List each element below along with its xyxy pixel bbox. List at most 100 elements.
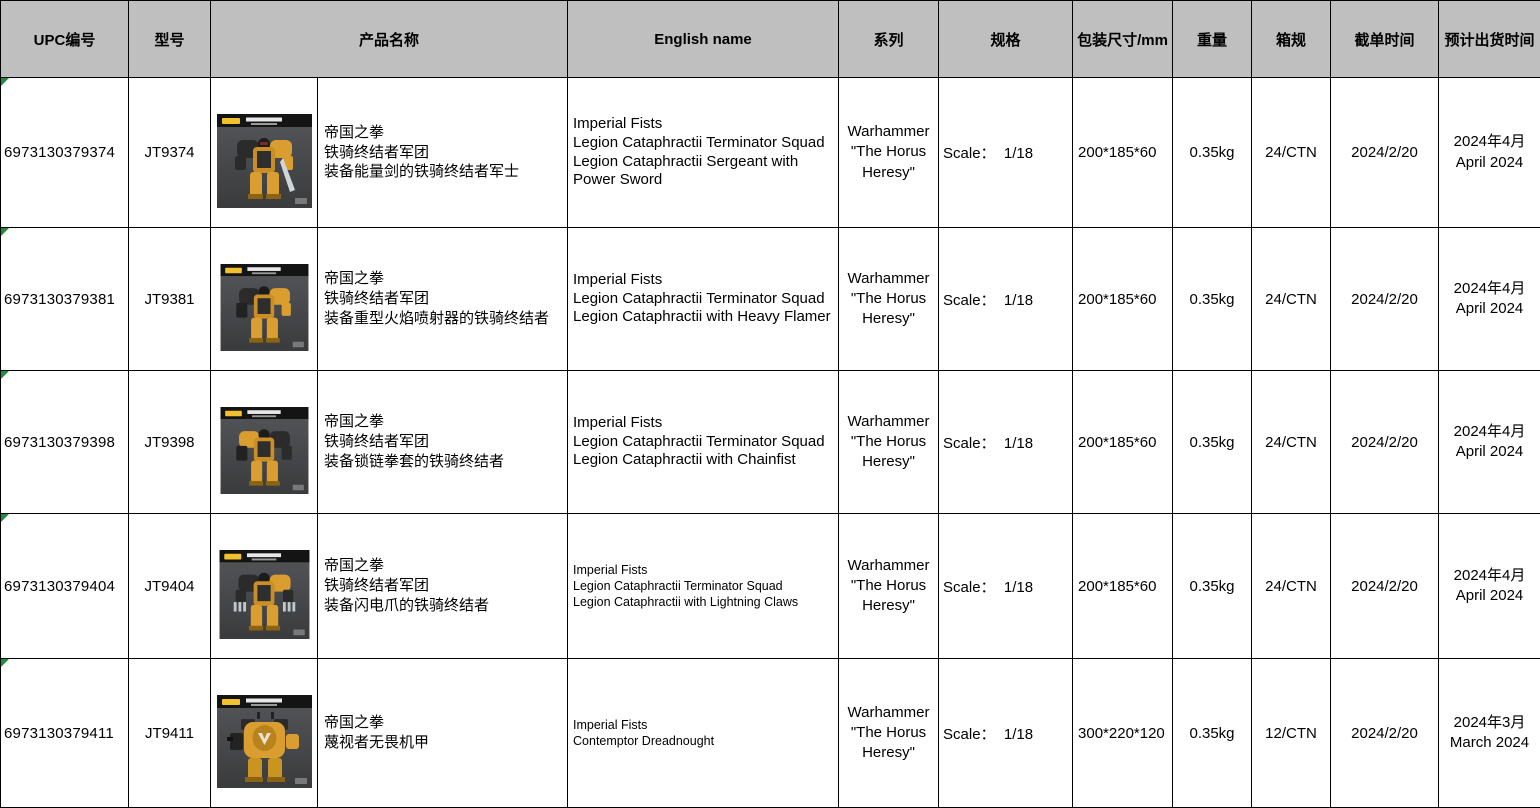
cell-carton[interactable]: 24/CTN [1252, 514, 1331, 659]
cell-etd[interactable]: 2024年4月 April 2024 [1439, 514, 1540, 659]
cell-upc[interactable]: 6973130379404 [1, 514, 129, 659]
upc-value: 6973130379374 [4, 144, 115, 161]
cell-series[interactable]: Warhammer "The Horus Heresy" [839, 371, 939, 514]
header-english-name[interactable]: English name [568, 1, 839, 78]
upc-value: 6973130379398 [4, 434, 115, 451]
cell-name-cn[interactable]: 帝国之拳 蔑视者无畏机甲 [318, 659, 568, 808]
cell-series[interactable]: Warhammer "The Horus Heresy" [839, 514, 939, 659]
table-row: 6973130379398 JT9398 帝国之拳 铁骑终结者军团 装备锁链拳套… [1, 371, 1540, 514]
cell-package-size[interactable]: 300*220*120 [1073, 659, 1173, 808]
header-series[interactable]: 系列 [839, 1, 939, 78]
cell-product-image[interactable] [211, 514, 318, 659]
cell-carton[interactable]: 12/CTN [1252, 659, 1331, 808]
cell-etd[interactable]: 2024年4月 April 2024 [1439, 228, 1540, 371]
header-weight[interactable]: 重量 [1173, 1, 1252, 78]
cell-cutoff[interactable]: 2024/2/20 [1331, 371, 1439, 514]
header-upc[interactable]: UPC编号 [1, 1, 129, 78]
error-indicator-triangle [1, 514, 9, 522]
cell-model[interactable]: JT9381 [129, 228, 211, 371]
cell-name-en[interactable]: Imperial Fists Legion Cataphractii Termi… [568, 228, 839, 371]
error-indicator-triangle [1, 371, 9, 379]
cell-upc[interactable]: 6973130379398 [1, 371, 129, 514]
joytoy-badge-icon [225, 268, 242, 274]
cell-upc[interactable]: 6973130379411 [1, 659, 129, 808]
cell-name-cn[interactable]: 帝国之拳 铁骑终结者军团 装备锁链拳套的铁骑终结者 [318, 371, 568, 514]
cell-name-en[interactable]: Imperial Fists Legion Cataphractii Termi… [568, 78, 839, 228]
cell-upc[interactable]: 6973130379381 [1, 228, 129, 371]
cell-spec[interactable]: Scale： 1/18 [939, 514, 1073, 659]
cell-cutoff[interactable]: 2024/2/20 [1331, 228, 1439, 371]
cell-weight[interactable]: 0.35kg [1173, 78, 1252, 228]
header-product-name[interactable]: 产品名称 [211, 1, 568, 78]
header-model[interactable]: 型号 [129, 1, 211, 78]
cell-product-image[interactable] [211, 78, 318, 228]
cell-etd[interactable]: 2024年3月 March 2024 [1439, 659, 1540, 808]
cell-model[interactable]: JT9404 [129, 514, 211, 659]
cell-product-image[interactable] [211, 371, 318, 514]
cell-model[interactable]: JT9374 [129, 78, 211, 228]
cell-spec[interactable]: Scale： 1/18 [939, 659, 1073, 808]
power-fist [286, 734, 299, 749]
cell-carton[interactable]: 24/CTN [1252, 371, 1331, 514]
cell-cutoff[interactable]: 2024/2/20 [1331, 78, 1439, 228]
product-image [217, 550, 312, 639]
cell-name-cn[interactable]: 帝国之拳 铁骑终结者军团 装备闪电爪的铁骑终结者 [318, 514, 568, 659]
table-row: 6973130379411 JT9411 [1, 659, 1540, 808]
error-indicator-triangle [1, 78, 9, 86]
table-row: 6973130379381 JT9381 帝国之拳 铁骑终结者军团 装备重型火焰… [1, 228, 1540, 371]
cell-model[interactable]: JT9411 [129, 659, 211, 808]
cell-series[interactable]: Warhammer "The Horus Heresy" [839, 659, 939, 808]
cell-spec[interactable]: Scale： 1/18 [939, 371, 1073, 514]
cell-name-cn[interactable]: 帝国之拳 铁骑终结者军团 装备能量剑的铁骑终结者军士 [318, 78, 568, 228]
cell-name-en[interactable]: Imperial Fists Contemptor Dreadnought [568, 659, 839, 808]
cell-spec[interactable]: Scale： 1/18 [939, 78, 1073, 228]
cell-weight[interactable]: 0.35kg [1173, 371, 1252, 514]
header-spec[interactable]: 规格 [939, 1, 1073, 78]
watermark-logo-icon [292, 342, 303, 348]
product-image [217, 114, 312, 208]
header-carton[interactable]: 箱规 [1252, 1, 1331, 78]
cell-package-size[interactable]: 200*185*60 [1073, 228, 1173, 371]
upc-value: 6973130379404 [4, 578, 115, 595]
upc-value: 6973130379411 [4, 725, 114, 742]
header-cutoff[interactable]: 截单时间 [1331, 1, 1439, 78]
cell-product-image[interactable] [211, 228, 318, 371]
cell-etd[interactable]: 2024年4月 April 2024 [1439, 371, 1540, 514]
cell-spec[interactable]: Scale： 1/18 [939, 228, 1073, 371]
joytoy-badge-icon [222, 699, 240, 705]
watermark-logo-icon [292, 485, 303, 491]
cell-cutoff[interactable]: 2024/2/20 [1331, 659, 1439, 808]
table-row: 6973130379404 JT9404 [1, 514, 1540, 659]
cell-carton[interactable]: 24/CTN [1252, 78, 1331, 228]
table-row: 6973130379374 JT9374 帝国之 [1, 78, 1540, 228]
cell-cutoff[interactable]: 2024/2/20 [1331, 514, 1439, 659]
assault-cannon [230, 733, 243, 750]
cell-product-image[interactable] [211, 659, 318, 808]
joytoy-badge-icon [225, 411, 242, 417]
cell-series[interactable]: Warhammer "The Horus Heresy" [839, 78, 939, 228]
watermark-logo-icon [295, 778, 307, 784]
cell-package-size[interactable]: 200*185*60 [1073, 371, 1173, 514]
product-image [217, 695, 312, 788]
header-package-size[interactable]: 包装尺寸/mm [1073, 1, 1173, 78]
cell-carton[interactable]: 24/CTN [1252, 228, 1331, 371]
watermark-logo-icon [293, 630, 304, 636]
product-image [217, 407, 312, 494]
cell-name-en[interactable]: Imperial Fists Legion Cataphractii Termi… [568, 514, 839, 659]
cell-weight[interactable]: 0.35kg [1173, 514, 1252, 659]
header-etd[interactable]: 预计出货时间 [1439, 1, 1540, 78]
cell-weight[interactable]: 0.35kg [1173, 659, 1252, 808]
cell-package-size[interactable]: 200*185*60 [1073, 514, 1173, 659]
joytoy-badge-icon [222, 118, 240, 124]
cell-weight[interactable]: 0.35kg [1173, 228, 1252, 371]
cell-upc[interactable]: 6973130379374 [1, 78, 129, 228]
cell-etd[interactable]: 2024年4月 April 2024 [1439, 78, 1540, 228]
cell-series[interactable]: Warhammer "The Horus Heresy" [839, 228, 939, 371]
error-indicator-triangle [1, 228, 9, 236]
cell-package-size[interactable]: 200*185*60 [1073, 78, 1173, 228]
header-row: UPC编号 型号 产品名称 English name 系列 规格 包装尺寸/mm… [1, 1, 1540, 78]
cell-model[interactable]: JT9398 [129, 371, 211, 514]
cell-name-cn[interactable]: 帝国之拳 铁骑终结者军团 装备重型火焰喷射器的铁骑终结者 [318, 228, 568, 371]
cell-name-en[interactable]: Imperial Fists Legion Cataphractii Termi… [568, 371, 839, 514]
